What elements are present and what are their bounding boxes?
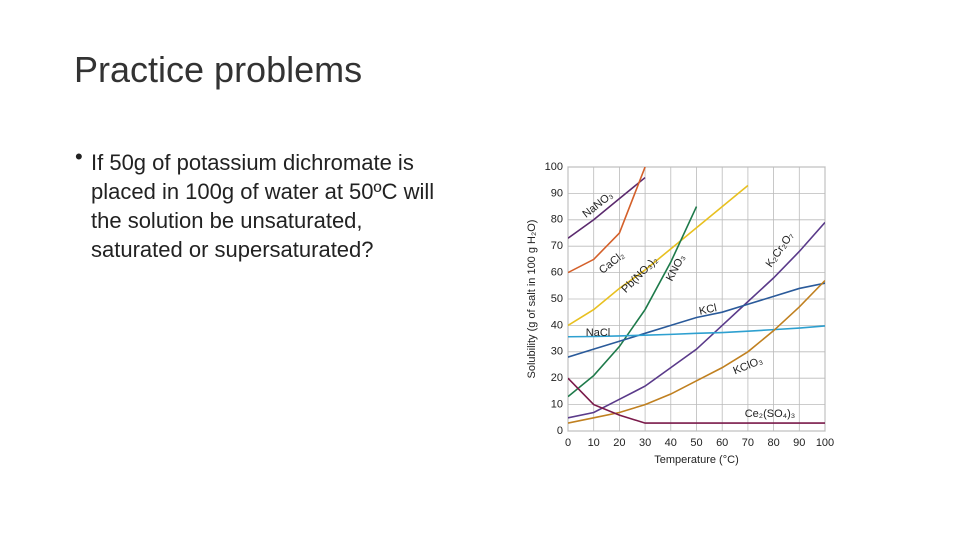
y-tick-label: 70 xyxy=(551,240,563,252)
x-axis-label: Temperature (°C) xyxy=(654,454,738,466)
series-line xyxy=(568,167,646,274)
y-tick-label: 40 xyxy=(551,319,563,331)
y-tick-label: 10 xyxy=(551,399,563,411)
y-tick-label: 20 xyxy=(551,372,563,384)
series-lines xyxy=(568,167,825,424)
y-tick-label: 50 xyxy=(551,293,563,305)
bullet-text: If 50g of potassium dichromate is placed … xyxy=(91,150,434,262)
x-tick-label: 30 xyxy=(639,437,651,449)
bullet-line: the solution be unsaturated, xyxy=(91,208,363,233)
series-line xyxy=(568,221,825,419)
bullet-line: placed in 100g of water at 50ºC will xyxy=(91,179,434,204)
series-label: Ce₂(SO₄)₃ xyxy=(745,408,796,420)
x-tick-label: 50 xyxy=(690,437,702,449)
y-tick-label: 60 xyxy=(551,267,563,279)
y-tick-label: 100 xyxy=(545,161,563,173)
series-line xyxy=(568,377,825,424)
y-tick-label: 0 xyxy=(557,425,563,437)
series-label: KCl xyxy=(698,302,718,317)
y-tick-label: 30 xyxy=(551,346,563,358)
bullet-marker: • xyxy=(75,144,83,169)
x-tick-label: 20 xyxy=(613,437,625,449)
y-axis-label: Solubility (g of salt in 100 g H₂O) xyxy=(526,220,538,379)
x-tick-label: 70 xyxy=(742,437,754,449)
series-label: NaCl xyxy=(586,327,610,339)
y-tick-label: 80 xyxy=(551,214,563,226)
slide-title: Practice problems xyxy=(74,49,362,90)
bullet-line: If 50g of potassium dichromate is xyxy=(91,150,414,175)
x-tick-label: 80 xyxy=(767,437,779,449)
x-tick-label: 60 xyxy=(716,437,728,449)
y-tick-label: 90 xyxy=(551,187,563,199)
series-line xyxy=(568,282,825,358)
series-line xyxy=(568,279,825,424)
series-line xyxy=(568,176,646,239)
x-tick-label: 10 xyxy=(588,437,600,449)
x-tick-label: 100 xyxy=(816,437,834,449)
x-tick-label: 90 xyxy=(793,437,805,449)
x-tick-label: 40 xyxy=(665,437,677,449)
series-line xyxy=(568,325,825,338)
chart: 0 10 20 30 40 50 60 70 80 90 100 0 10 20 30 40 50 60 70 80 9… xyxy=(526,161,834,466)
series-line xyxy=(568,206,698,398)
bullet-line: saturated or supersaturated? xyxy=(91,237,374,262)
series-line xyxy=(568,184,749,327)
x-tick-label: 0 xyxy=(565,437,571,449)
